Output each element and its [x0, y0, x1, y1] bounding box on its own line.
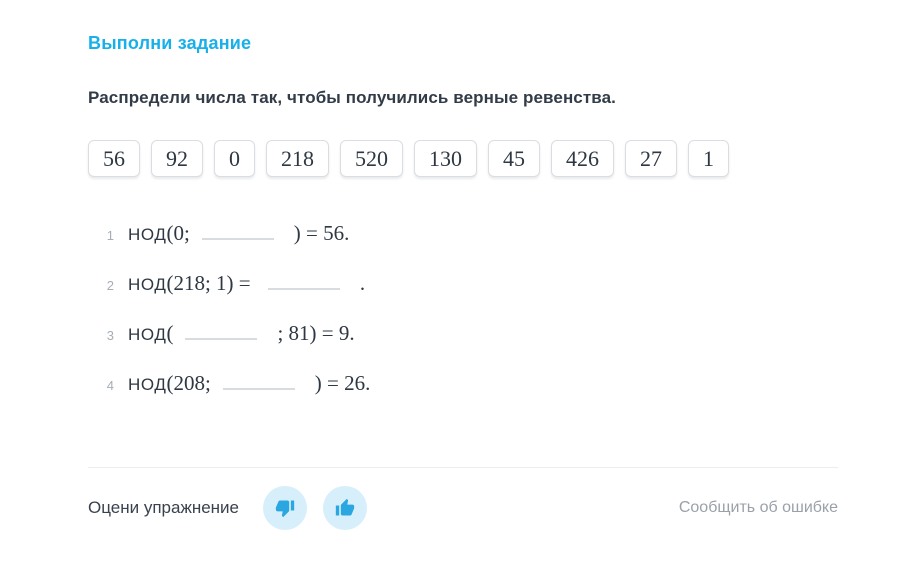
equation-pre-text: (218; 1) =	[166, 271, 256, 295]
equation-row-2: 2 НОД (218; 1) = .	[88, 271, 838, 321]
equation-number: 2	[106, 278, 114, 293]
equation-post-text: ) = 26.	[314, 371, 371, 395]
rate-label: Оцени упражнение	[88, 498, 239, 517]
task-instruction: Распредели числа так, чтобы получились в…	[88, 88, 616, 107]
equation-function-label: НОД	[128, 225, 167, 244]
number-chip[interactable]: 0	[214, 140, 255, 177]
equation-answer-blank[interactable]	[267, 276, 340, 290]
equation-function-label: НОД	[128, 275, 167, 294]
equation-function-label: НОД	[128, 375, 167, 394]
equation-answer-blank[interactable]	[185, 326, 258, 340]
equation-post-text: .	[359, 271, 366, 295]
number-chip[interactable]: 130	[414, 140, 477, 177]
report-error-link[interactable]: Сообщить об ошибке	[678, 499, 838, 516]
equation-row-1: 1 НОД (0; ) = 56.	[88, 221, 838, 271]
equation-row-4: 4 НОД (208; ) = 26.	[88, 371, 838, 421]
exercise-content: Выполни задание Распредели числа так, чт…	[88, 33, 838, 530]
equation-post-text: ) = 56.	[293, 221, 350, 245]
number-chip[interactable]: 520	[340, 140, 403, 177]
number-chip[interactable]: 56	[88, 140, 140, 177]
equations-list: 1 НОД (0; ) = 56. 2 НОД (218; 1) = . 3 Н…	[88, 221, 838, 421]
thumb-down-button[interactable]	[263, 486, 307, 530]
equation-number: 3	[106, 328, 114, 343]
equation-answer-blank[interactable]	[201, 226, 274, 240]
divider	[88, 467, 838, 468]
number-chip[interactable]: 426	[551, 140, 614, 177]
number-chip[interactable]: 1	[688, 140, 729, 177]
thumb-up-button[interactable]	[323, 486, 367, 530]
equation-answer-blank[interactable]	[222, 376, 295, 390]
number-chip[interactable]: 218	[266, 140, 329, 177]
number-chips: 56 92 0 218 520 130 45 426 27 1	[88, 140, 838, 177]
equation-function-label: НОД	[128, 325, 167, 344]
equation-number: 1	[106, 228, 114, 243]
rate-group: Оцени упражнение	[88, 486, 367, 530]
number-chip[interactable]: 45	[488, 140, 540, 177]
equation-number: 4	[106, 378, 114, 393]
number-chip[interactable]: 27	[625, 140, 677, 177]
thumb-up-icon	[335, 498, 355, 518]
thumb-down-icon	[275, 498, 295, 518]
equation-pre-text: (208;	[166, 371, 211, 395]
number-chip[interactable]: 92	[151, 140, 203, 177]
equation-pre-text: (	[166, 321, 174, 345]
equation-pre-text: (0;	[166, 221, 190, 245]
footer: Оцени упражнение Сообщить об ошибке	[88, 486, 838, 530]
equation-row-3: 3 НОД ( ; 81) = 9.	[88, 321, 838, 371]
equation-post-text: ; 81) = 9.	[277, 321, 355, 345]
page-title: Выполни задание	[88, 33, 252, 53]
